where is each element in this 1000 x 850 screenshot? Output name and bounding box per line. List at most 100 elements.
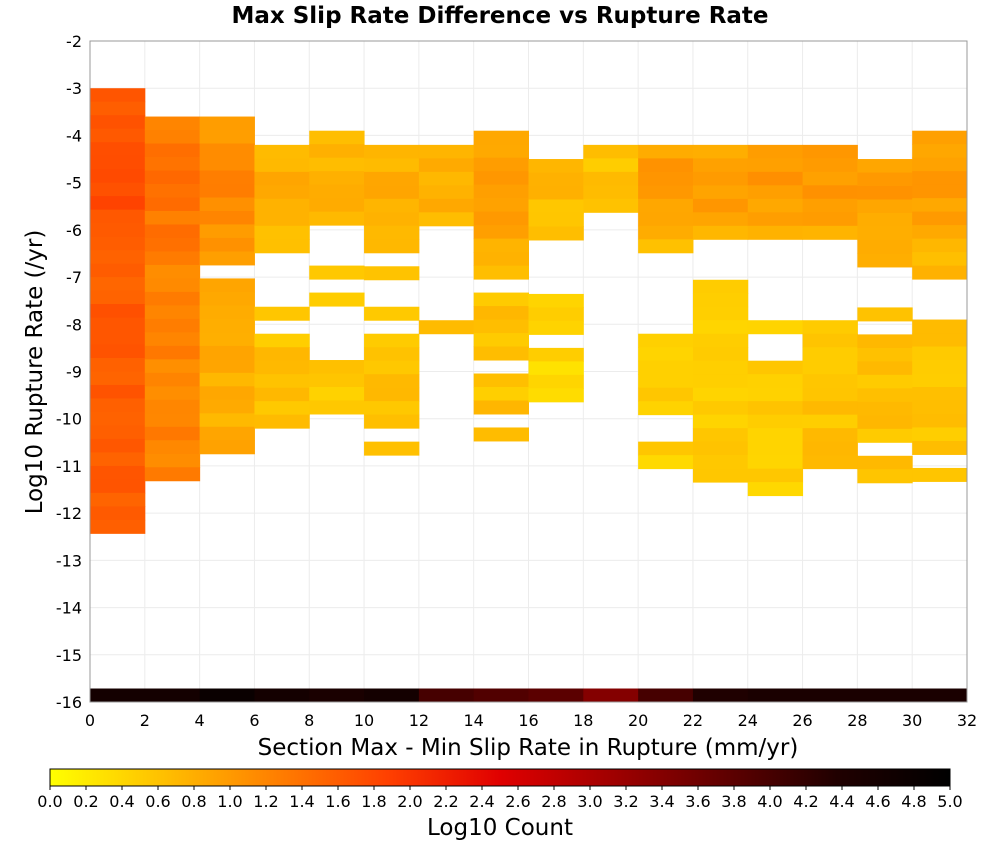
heatmap-cell bbox=[857, 226, 913, 241]
heatmap-cell bbox=[309, 198, 365, 213]
heatmap-cell bbox=[857, 401, 913, 416]
heatmap-cell bbox=[144, 399, 201, 414]
heatmap-cell bbox=[747, 171, 804, 186]
heatmap-cell bbox=[638, 360, 694, 375]
heatmap-cell bbox=[90, 452, 146, 467]
x-tick-label: 22 bbox=[683, 711, 703, 730]
heatmap-cell bbox=[638, 198, 694, 213]
heatmap-cell bbox=[90, 88, 146, 103]
heatmap-cell bbox=[90, 250, 146, 265]
heatmap-cell bbox=[747, 185, 804, 200]
heatmap-cell bbox=[144, 237, 201, 252]
heatmap-cell bbox=[528, 347, 584, 362]
heatmap-cell bbox=[199, 688, 255, 702]
colorbar-tick-label: 4.6 bbox=[865, 792, 890, 811]
heatmap-cell bbox=[254, 185, 310, 200]
heatmap-cell bbox=[747, 441, 804, 456]
x-tick-label: 12 bbox=[409, 711, 429, 730]
heatmap-cell bbox=[90, 209, 146, 224]
x-tick-label: 20 bbox=[628, 711, 648, 730]
heatmap-cell bbox=[364, 347, 420, 362]
heatmap-cell bbox=[857, 307, 913, 322]
heatmap-cell bbox=[254, 171, 310, 186]
heatmap-cell bbox=[857, 172, 913, 187]
heatmap-cell bbox=[144, 210, 201, 225]
heatmap-cell bbox=[692, 212, 749, 227]
heatmap-cell bbox=[857, 415, 913, 430]
colorbar-tick-label: 1.8 bbox=[361, 792, 386, 811]
heatmap-cell bbox=[802, 455, 858, 470]
heatmap-cell bbox=[364, 333, 420, 348]
heatmap-cell bbox=[802, 320, 858, 335]
heatmap-cell bbox=[528, 388, 584, 403]
heatmap-cell bbox=[309, 373, 365, 388]
heatmap-cell bbox=[912, 319, 968, 334]
heatmap-cell bbox=[912, 346, 968, 361]
heatmap-cell bbox=[802, 441, 858, 456]
heatmap-cell bbox=[144, 224, 201, 239]
heatmap-cell bbox=[912, 225, 968, 240]
heatmap-cell bbox=[692, 320, 749, 335]
heatmap-cell bbox=[309, 265, 365, 280]
heatmap-cell bbox=[528, 688, 584, 702]
heatmap-cell bbox=[144, 305, 201, 320]
heatmap-cell bbox=[528, 361, 584, 376]
heatmap-cell bbox=[912, 427, 968, 442]
heatmap-cell bbox=[90, 465, 146, 480]
heatmap-cell bbox=[638, 374, 694, 389]
heatmap-cell bbox=[692, 225, 749, 240]
colorbar-tick-label: 2.2 bbox=[433, 792, 458, 811]
heatmap-cell bbox=[747, 144, 804, 159]
heatmap-cell bbox=[144, 413, 201, 428]
heatmap-cell bbox=[912, 252, 968, 267]
heatmap-cell bbox=[857, 212, 913, 227]
heatmap-cell bbox=[418, 185, 475, 200]
heatmap-cell bbox=[473, 373, 529, 388]
heatmap-cell bbox=[90, 344, 146, 359]
heatmap-cell bbox=[473, 171, 529, 186]
heatmap-cell bbox=[199, 157, 255, 171]
heatmap-cell bbox=[90, 236, 146, 251]
heatmap-cell bbox=[144, 440, 201, 455]
heatmap-cell bbox=[692, 468, 749, 483]
heatmap-cell bbox=[747, 158, 804, 173]
colorbar-tick-label: 4.0 bbox=[757, 792, 782, 811]
heatmap-cell bbox=[802, 360, 858, 375]
colorbar-ticks: 0.0 0.2 0.4 0.6 0.8 1.0 1.2 1.4 1.6 1.8 2.0 2.2 2.4 2… bbox=[37, 786, 963, 811]
heatmap-cell bbox=[364, 212, 420, 227]
x-tick-label: 0 bbox=[85, 711, 95, 730]
heatmap-cell bbox=[364, 306, 420, 321]
heatmap-cell bbox=[144, 183, 201, 198]
heatmap-cell bbox=[90, 115, 146, 130]
heatmap-cell bbox=[528, 374, 584, 389]
heatmap-cell bbox=[364, 374, 420, 389]
heatmap-cell bbox=[857, 388, 913, 403]
heatmap-cell bbox=[802, 171, 858, 186]
heatmap-cell bbox=[692, 198, 749, 213]
y-tick-label: -8 bbox=[66, 315, 82, 334]
heatmap-cell bbox=[857, 361, 913, 376]
heatmap-cell bbox=[418, 158, 475, 173]
heatmap-cell bbox=[638, 185, 694, 200]
colorbar-tick-label: 1.6 bbox=[325, 792, 350, 811]
heatmap-cell bbox=[199, 345, 255, 360]
colorbar-tick-label: 3.6 bbox=[685, 792, 710, 811]
heatmap-cell bbox=[144, 143, 201, 158]
heatmap-cell bbox=[857, 428, 913, 443]
x-tick-label: 28 bbox=[847, 711, 867, 730]
heatmap-cell bbox=[90, 371, 146, 386]
heatmap-cell bbox=[199, 237, 255, 252]
heatmap-cell bbox=[254, 360, 310, 375]
colorbar-tick-label: 5.0 bbox=[937, 792, 962, 811]
y-tick-label: -11 bbox=[56, 457, 82, 476]
x-tick-label: 10 bbox=[354, 711, 374, 730]
heatmap-cell bbox=[528, 172, 584, 187]
colorbar-tick-label: 0.2 bbox=[73, 792, 98, 811]
heatmap-cell bbox=[199, 413, 255, 428]
heatmap-cell bbox=[144, 157, 201, 171]
heatmap-cell bbox=[692, 455, 749, 470]
heatmap-cell bbox=[912, 184, 968, 199]
heatmap-cell bbox=[144, 264, 201, 279]
heatmap-cell bbox=[747, 428, 804, 443]
heatmap-cell bbox=[254, 347, 310, 362]
